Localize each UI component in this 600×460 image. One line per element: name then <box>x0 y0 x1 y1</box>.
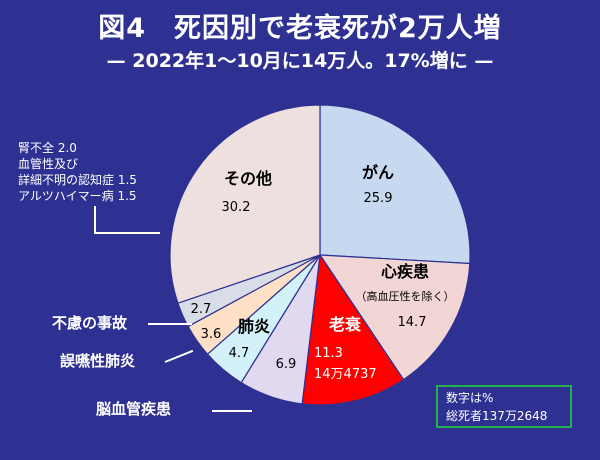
other-breakdown-line: 腎不全 2.0 <box>18 141 77 155</box>
slice-label-haien: 肺炎 <box>238 317 270 336</box>
note-total-deaths: 総死者137万2648 <box>446 409 548 423</box>
pie-slice-gan <box>319 104 471 265</box>
slice-value-rosui: 11.3 <box>314 346 343 361</box>
slice-value-furyo: 2.7 <box>191 302 212 317</box>
slice-value-shin: 14.7 <box>398 315 427 330</box>
leader-furyo-no-jiko <box>148 323 192 325</box>
pie-slice-shin <box>318 254 471 381</box>
label-goen-sei-haien: 誤嚥性肺炎 <box>60 352 136 370</box>
pie-slice-other <box>169 104 321 304</box>
other-breakdown-bracket <box>94 206 160 234</box>
other-breakdown-line: 詳細不明の認知症 1.5 <box>18 173 137 187</box>
slice-value-gan: 25.9 <box>364 191 393 206</box>
slice-extra-rosui: 14万4737 <box>314 367 377 382</box>
other-breakdown-line: アルツハイマー病 1.5 <box>18 189 137 203</box>
chart-subtitle: — 2022年1〜10月に14万人。17%増に — <box>106 50 494 72</box>
slice-label-shin: 心疾患 <box>381 262 429 281</box>
label-furyo-no-jiko: 不慮の事故 <box>52 314 128 332</box>
slice-value-other: 30.2 <box>222 200 251 215</box>
slice-value-haien: 4.7 <box>229 346 250 361</box>
label-nou-kekkan-shikkan: 脳血管疾患 <box>96 400 172 418</box>
note-box: 数字は% 総死者137万2648 <box>436 385 572 428</box>
slice-label-other: その他 <box>224 169 272 188</box>
note-unit: 数字は% <box>446 391 494 405</box>
pie-slice-rosui <box>301 253 405 406</box>
other-breakdown-note: 腎不全 2.0 血管性及び 詳細不明の認知症 1.5 アルツハイマー病 1.5 <box>18 140 137 204</box>
slice-label-rosui: 老衰 <box>328 315 362 334</box>
slice-value-goen: 3.6 <box>201 327 222 342</box>
chart-title: 図4 死因別で老衰死が2万人増 <box>98 13 502 44</box>
leader-nou-kekkan-shikkan <box>212 410 252 412</box>
slice-sublabel-shin: （高血圧性を除く） <box>356 289 455 303</box>
slice-label-gan: がん <box>362 163 394 182</box>
other-breakdown-line: 血管性及び <box>18 157 79 171</box>
slice-value-noukekkan: 6.9 <box>276 357 297 372</box>
